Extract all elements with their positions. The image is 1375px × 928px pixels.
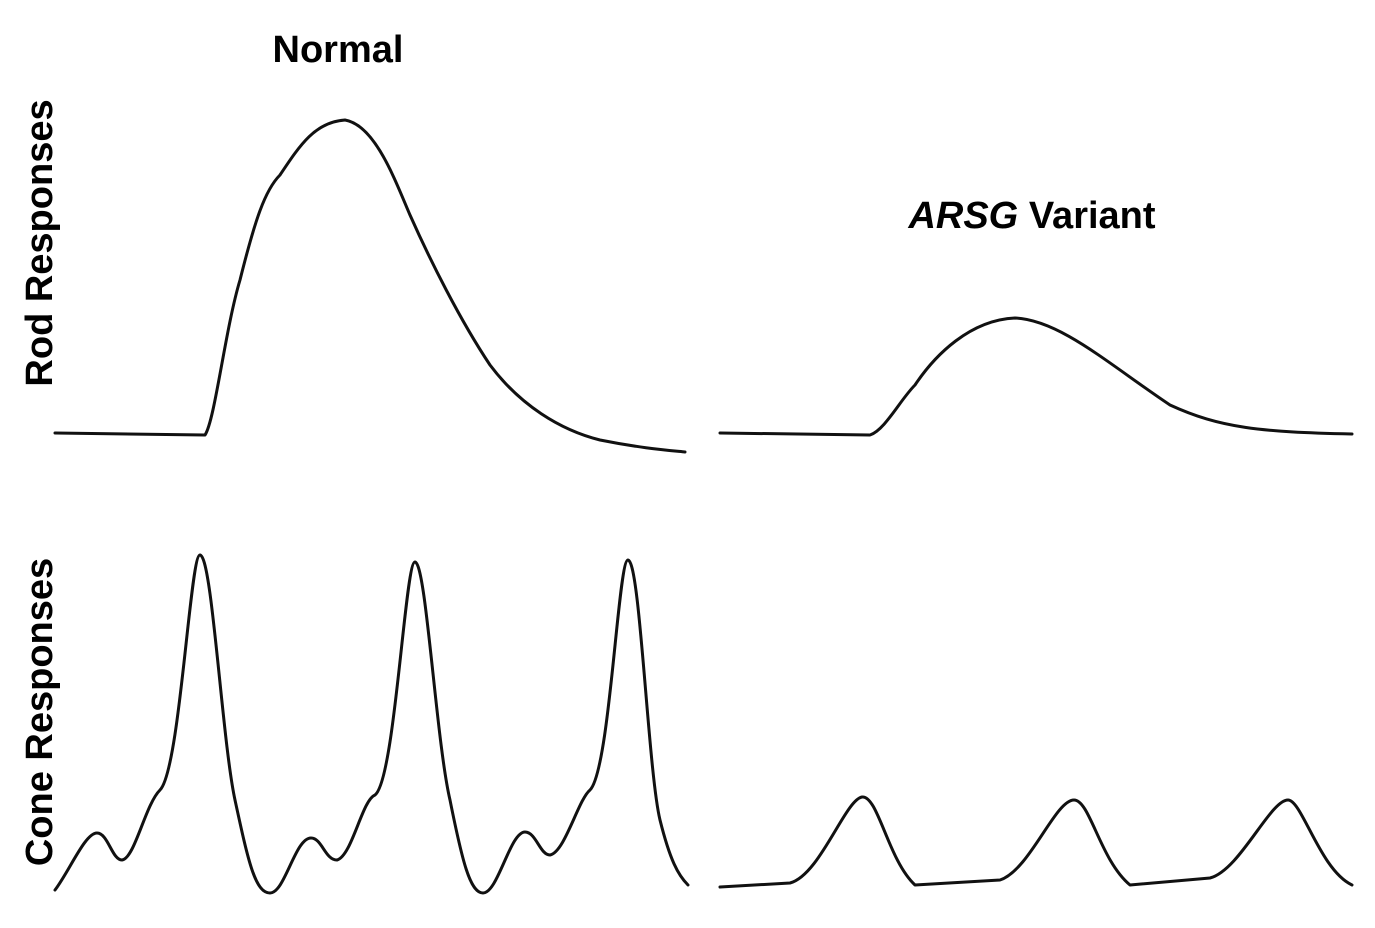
rod-normal-trace — [53, 118, 687, 454]
rod-label: Rod Responses — [19, 99, 61, 386]
normal-title: Normal — [273, 29, 404, 71]
variant-title: ARSG Variant — [907, 195, 1155, 237]
variant-word: Variant — [1029, 195, 1156, 237]
cone-label: Cone Responses — [19, 558, 61, 866]
cone-variant-trace — [718, 795, 1354, 889]
rod-variant-trace — [718, 316, 1354, 437]
cone-normal-trace — [53, 553, 690, 895]
gene-name: ARSG — [907, 195, 1018, 237]
